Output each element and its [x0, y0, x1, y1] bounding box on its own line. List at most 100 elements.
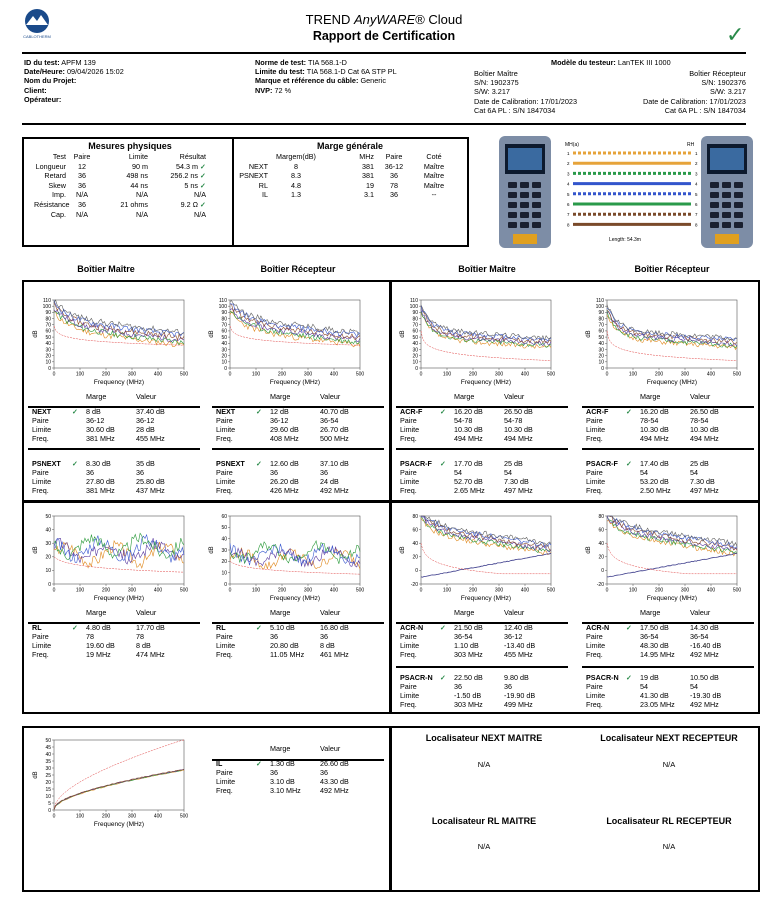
marge-value: 27.80 dB — [86, 477, 115, 486]
measure-name: RL — [216, 623, 226, 632]
valeur-value: 36 — [320, 468, 328, 477]
measure-head: Marge Valeur — [216, 608, 349, 617]
y-tick-label: 50 — [45, 514, 51, 520]
y-tick-label: 70 — [221, 323, 227, 329]
row-label: Limite — [32, 477, 52, 486]
pin-number: 3 — [695, 171, 698, 176]
limit-line — [229, 325, 360, 346]
section-separator — [396, 622, 568, 624]
table-cell: 5 ns ✓ — [184, 180, 206, 190]
header-divider — [22, 52, 746, 54]
bottom-divider — [389, 726, 392, 892]
y-tick-label: 30 — [221, 347, 227, 353]
x-tick-label: 0 — [53, 588, 56, 594]
x-tick-label: 400 — [154, 588, 163, 594]
limit-line — [606, 543, 737, 575]
marge-value: 36 — [86, 468, 94, 477]
valeur-value: 9.80 dB — [504, 673, 529, 682]
section-separator — [396, 406, 568, 408]
report-title: TREND AnyWARE® Cloud — [305, 12, 463, 27]
y-tick-label: 0 — [224, 366, 227, 372]
y-tick-label: 40 — [45, 527, 51, 533]
marge-value: 36 — [270, 768, 278, 777]
y-tick-label: 30 — [221, 548, 227, 554]
measure-name: ACR-F — [586, 407, 609, 416]
x-tick-label: 400 — [330, 372, 339, 378]
y-tick-label: 0 — [601, 568, 604, 574]
table-cell: Margem(dB) — [276, 152, 316, 161]
y-tick-label: 110 — [410, 298, 418, 304]
limit-line — [606, 330, 738, 361]
y-tick-label: 0 — [415, 366, 418, 372]
table-cell: 44 ns — [130, 180, 148, 190]
loc-next-master-title: Localisateur NEXT MAITRE — [425, 733, 543, 743]
marge-value: 12.60 dB — [270, 459, 299, 468]
marge-value: 19 dB — [640, 673, 659, 682]
table-cell: -- — [431, 190, 437, 200]
y-tick-label: 90 — [221, 310, 227, 316]
y-tick-label: 35 — [45, 759, 51, 765]
measure-psacr-f: PSACR-F ✓ 17.40 dB 25 dB Paire 54 54 Limite 53.2… — [586, 459, 719, 495]
row-label: Paire — [216, 468, 233, 477]
table-cell: N/A — [76, 190, 88, 200]
x-axis-label: Frequency (MHz) — [461, 595, 511, 602]
measure-row: IL ✓ 1.30 dB 26.60 dB — [216, 759, 349, 768]
measure-row: Freq. 2.65 MHz 497 MHz — [400, 486, 533, 495]
valeur-value: 492 MHz — [690, 700, 719, 709]
x-tick-label: 200 — [655, 372, 664, 378]
measure-psacr-n: PSACR-N ✓ 19 dB 10.50 dB Paire 54 54 Limite 41.3… — [586, 673, 721, 709]
marge-value: 494 MHz — [454, 434, 483, 443]
valeur-value: 17.70 dB — [136, 623, 165, 632]
y-axis-label: dB — [400, 546, 406, 553]
table-cell: 4.8 — [291, 180, 301, 190]
series-line — [421, 515, 552, 549]
pin-number: 4 — [567, 182, 570, 187]
measure-head: Marge Valeur — [216, 744, 349, 753]
measure-name: PSNEXT — [32, 459, 61, 468]
measure-row: Limite 20.80 dB 8 dB — [216, 641, 349, 650]
valeur-value: 500 MHz — [320, 434, 349, 443]
table-cell: PSNEXT — [239, 171, 268, 181]
measure-psnext: PSNEXT ✓ 8.30 dB 35 dB Paire 36 36 Limite 27.80 … — [32, 459, 165, 495]
x-tick-label: 100 — [252, 372, 261, 378]
measure-row: Limite 30.60 dB 28 dB — [32, 425, 165, 434]
section-separator — [212, 622, 384, 624]
x-tick-label: 200 — [469, 372, 478, 378]
valeur-label: Valeur — [136, 392, 157, 401]
series-line — [53, 300, 185, 338]
series-line — [606, 309, 738, 349]
marge-value: 26.20 dB — [270, 477, 299, 486]
measure-row: Limite 1.10 dB -13.40 dB — [400, 641, 535, 650]
row-label: Limite — [32, 425, 52, 434]
series-line — [229, 303, 361, 341]
x-tick-label: 0 — [229, 372, 232, 378]
measure-row: PSNEXT ✓ 12.60 dB 37.10 dB — [216, 459, 349, 468]
measure-row: Freq. 303 MHz 499 MHz — [400, 700, 535, 709]
y-axis-label: dB — [33, 771, 39, 778]
info-row: Date de Calibration: 17/01/2023 — [474, 96, 578, 106]
measure-il: Marge Valeur IL ✓ 1.30 dB 26.60 dB Paire 36 36 Li… — [216, 744, 349, 795]
marge-value: 1.10 dB — [454, 641, 479, 650]
measure-row: Limite 53.20 dB 7.30 dB — [586, 477, 719, 486]
series-line — [229, 303, 361, 338]
table-cell: Paire — [73, 152, 91, 161]
measure-row: Paire 36 36 — [32, 468, 165, 477]
valeur-value: 35 dB — [136, 459, 155, 468]
loc-rl-master-title: Localisateur RL MAITRE — [431, 816, 537, 826]
valeur-value: 437 MHz — [136, 486, 165, 495]
valeur-value: 8 dB — [320, 641, 335, 650]
y-tick-label: 60 — [412, 329, 418, 335]
series-line — [53, 537, 185, 565]
x-tick-label: 500 — [547, 588, 556, 594]
table-cell: 19 — [366, 180, 374, 190]
measure-row: PSACR-N ✓ 19 dB 10.50 dB — [586, 673, 721, 682]
y-tick-label: 40 — [598, 541, 604, 547]
x-tick-label: 500 — [180, 814, 189, 820]
x-tick-label: 300 — [304, 588, 313, 594]
marge-value: 19.60 dB — [86, 641, 115, 650]
y-axis-label: dB — [33, 330, 39, 337]
pass-check-icon: ✓ — [72, 459, 79, 468]
series-line — [420, 305, 552, 342]
valeur-value: -16.40 dB — [690, 641, 722, 650]
pass-check-icon: ✓ — [72, 407, 79, 416]
